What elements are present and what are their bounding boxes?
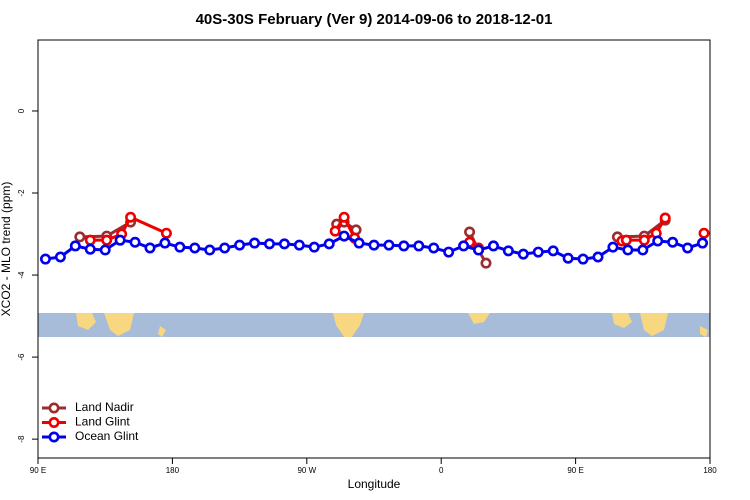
- y-tick-label: -4: [17, 271, 26, 279]
- point: [99, 244, 111, 256]
- point: [323, 238, 335, 250]
- point: [338, 230, 350, 242]
- point: [308, 241, 320, 253]
- y-tick-label: -8: [17, 435, 26, 443]
- point: [473, 244, 485, 256]
- point: [383, 239, 395, 251]
- legend-label: Land Nadir: [75, 400, 134, 414]
- point: [659, 212, 671, 224]
- y-tick-label: -6: [17, 353, 26, 361]
- point: [69, 240, 81, 252]
- point: [278, 238, 290, 250]
- point: [487, 240, 499, 252]
- point: [329, 225, 341, 237]
- point: [84, 234, 96, 246]
- point: [428, 242, 440, 254]
- point: [144, 242, 156, 254]
- point: [125, 211, 137, 223]
- point: [101, 234, 113, 246]
- x-tick-label: 180: [703, 466, 717, 475]
- point: [398, 240, 410, 252]
- point: [174, 241, 186, 253]
- land-shape: [612, 313, 708, 337]
- point: [219, 242, 231, 254]
- point: [458, 240, 470, 252]
- land-shape: [468, 313, 490, 324]
- point: [682, 242, 694, 254]
- point: [74, 231, 86, 243]
- point: [652, 235, 664, 247]
- y-tick-label: 0: [17, 108, 26, 113]
- point: [547, 245, 559, 257]
- plot-frame: [37, 39, 711, 459]
- x-tick-label: 90 W: [297, 466, 316, 475]
- point: [263, 238, 275, 250]
- point: [638, 234, 650, 246]
- y-axis-label: XCO2 - MLO trend (ppm): [0, 182, 13, 317]
- chart-title: 40S-30S February (Ver 9) 2014-09-06 to 2…: [196, 11, 553, 28]
- point: [443, 246, 455, 258]
- legend-label: Land Glint: [75, 415, 130, 429]
- point: [338, 211, 350, 223]
- point: [204, 244, 216, 256]
- point: [697, 237, 709, 249]
- point: [464, 226, 476, 238]
- point: [698, 227, 710, 239]
- point: [249, 237, 261, 249]
- x-axis-label: Longitude: [348, 477, 401, 491]
- legend-marker: [48, 402, 60, 414]
- point: [502, 245, 514, 257]
- point: [84, 243, 96, 255]
- point: [480, 257, 492, 269]
- point: [160, 227, 172, 239]
- legend-marker: [48, 431, 60, 443]
- point: [607, 241, 619, 253]
- point: [620, 234, 632, 246]
- point: [562, 252, 574, 264]
- y-tick-label: -2: [17, 189, 26, 197]
- point: [54, 251, 66, 263]
- point: [667, 236, 679, 248]
- x-tick-label: 0: [439, 466, 444, 475]
- point: [532, 246, 544, 258]
- point: [517, 248, 529, 260]
- point: [413, 240, 425, 252]
- point: [129, 236, 141, 248]
- land-shape: [333, 313, 364, 337]
- x-tick-label: 90 E: [567, 466, 583, 475]
- point: [353, 237, 365, 249]
- land-shape: [76, 313, 166, 337]
- map-strip: [38, 313, 710, 337]
- point: [637, 244, 649, 256]
- point: [159, 237, 171, 249]
- x-tick-label: 180: [166, 466, 180, 475]
- point: [368, 239, 380, 251]
- legend-label: Ocean Glint: [75, 429, 139, 443]
- ocean-band: [38, 313, 710, 337]
- legend-marker: [48, 416, 60, 428]
- point: [189, 242, 201, 254]
- point: [293, 239, 305, 251]
- point: [622, 244, 634, 256]
- x-tick-label: 90 E: [30, 466, 46, 475]
- point: [234, 239, 246, 251]
- point: [592, 251, 604, 263]
- point: [39, 253, 51, 265]
- point: [114, 234, 126, 246]
- point: [577, 253, 589, 265]
